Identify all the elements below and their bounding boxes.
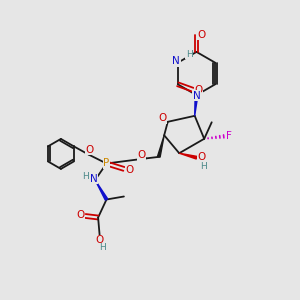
Text: F: F	[226, 131, 232, 141]
Text: O: O	[158, 113, 166, 123]
Text: H: H	[200, 162, 207, 171]
Text: O: O	[76, 210, 84, 220]
Text: O: O	[197, 152, 205, 162]
Text: O: O	[194, 85, 202, 95]
Polygon shape	[179, 153, 197, 159]
Text: H: H	[82, 172, 89, 181]
Polygon shape	[195, 95, 198, 116]
Polygon shape	[158, 135, 164, 157]
Text: N: N	[90, 173, 98, 184]
Text: O: O	[95, 235, 104, 245]
Polygon shape	[95, 180, 108, 200]
Text: P: P	[103, 158, 109, 169]
Text: N: N	[172, 56, 180, 66]
Text: O: O	[138, 150, 146, 161]
Text: H: H	[186, 50, 193, 59]
Text: O: O	[198, 30, 206, 40]
Text: O: O	[125, 165, 134, 175]
Text: H: H	[99, 243, 106, 252]
Text: O: O	[85, 145, 93, 155]
Text: N: N	[193, 91, 200, 101]
